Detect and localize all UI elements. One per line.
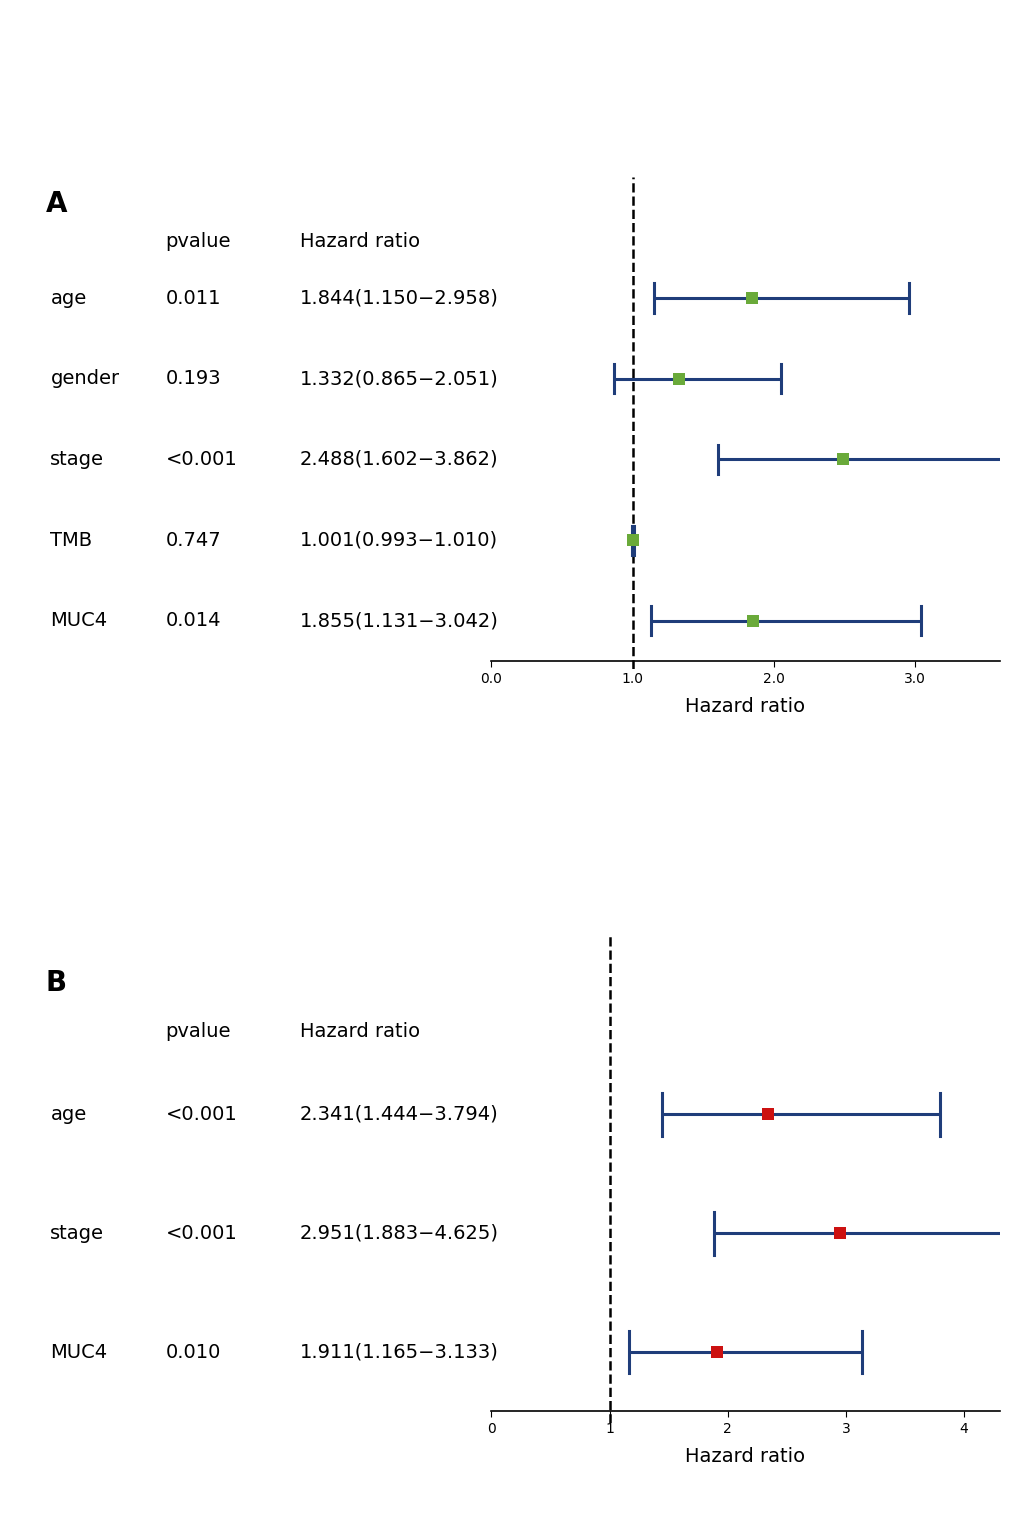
- Text: MUC4: MUC4: [50, 612, 107, 630]
- Text: pvalue: pvalue: [165, 1022, 230, 1041]
- Text: 2.488(1.602−3.862): 2.488(1.602−3.862): [300, 450, 498, 469]
- Text: Hazard ratio: Hazard ratio: [300, 232, 420, 251]
- Text: Hazard ratio: Hazard ratio: [300, 1022, 420, 1041]
- Text: pvalue: pvalue: [165, 232, 230, 251]
- Text: <0.001: <0.001: [165, 1223, 237, 1243]
- X-axis label: Hazard ratio: Hazard ratio: [685, 696, 805, 716]
- Text: 1.001(0.993−1.010): 1.001(0.993−1.010): [300, 530, 497, 550]
- Text: 0.747: 0.747: [165, 530, 221, 550]
- Text: gender: gender: [50, 369, 119, 389]
- Text: 1.844(1.150−2.958): 1.844(1.150−2.958): [300, 289, 498, 307]
- Text: 2.951(1.883−4.625): 2.951(1.883−4.625): [300, 1223, 498, 1243]
- Text: 2.341(1.444−3.794): 2.341(1.444−3.794): [300, 1105, 498, 1124]
- Text: A: A: [46, 191, 67, 218]
- Text: 1.855(1.131−3.042): 1.855(1.131−3.042): [300, 612, 498, 630]
- Text: stage: stage: [50, 450, 104, 469]
- Text: TMB: TMB: [50, 530, 93, 550]
- X-axis label: Hazard ratio: Hazard ratio: [685, 1446, 805, 1466]
- Text: B: B: [46, 968, 66, 996]
- Text: 0.010: 0.010: [165, 1342, 220, 1362]
- Text: <0.001: <0.001: [165, 1105, 237, 1124]
- Text: MUC4: MUC4: [50, 1342, 107, 1362]
- Text: <0.001: <0.001: [165, 450, 237, 469]
- Text: 1.332(0.865−2.051): 1.332(0.865−2.051): [300, 369, 498, 389]
- Text: 0.014: 0.014: [165, 612, 221, 630]
- Text: 0.193: 0.193: [165, 369, 221, 389]
- Text: stage: stage: [50, 1223, 104, 1243]
- Text: 0.011: 0.011: [165, 289, 221, 307]
- Text: age: age: [50, 289, 87, 307]
- Text: age: age: [50, 1105, 87, 1124]
- Text: 1.911(1.165−3.133): 1.911(1.165−3.133): [300, 1342, 498, 1362]
